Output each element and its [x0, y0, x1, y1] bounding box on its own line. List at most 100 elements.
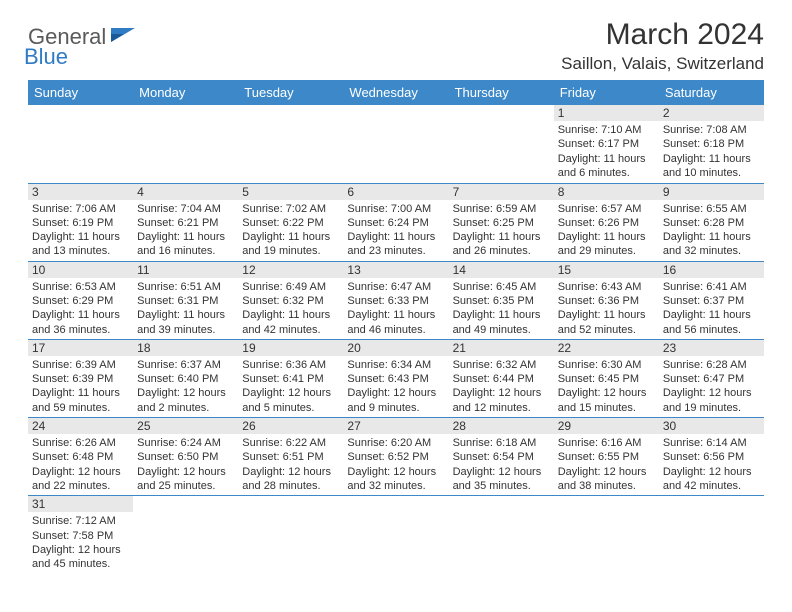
sunrise-text: Sunrise: 7:12 AM — [32, 514, 129, 528]
page-header: General March 2024 Saillon, Valais, Swit… — [28, 18, 764, 74]
sunset-text: Sunset: 6:50 PM — [137, 450, 234, 464]
sunset-text: Sunset: 6:21 PM — [137, 216, 234, 230]
day-details: Sunrise: 6:34 AMSunset: 6:43 PMDaylight:… — [343, 356, 448, 417]
calendar-week-row: 3Sunrise: 7:06 AMSunset: 6:19 PMDaylight… — [28, 183, 764, 261]
day-number: 23 — [659, 340, 764, 356]
calendar-day-cell: 5Sunrise: 7:02 AMSunset: 6:22 PMDaylight… — [238, 183, 343, 261]
day-details: Sunrise: 6:20 AMSunset: 6:52 PMDaylight:… — [343, 434, 448, 495]
calendar-day-cell — [133, 105, 238, 183]
day-details: Sunrise: 6:57 AMSunset: 6:26 PMDaylight:… — [554, 200, 659, 261]
calendar-day-cell — [133, 496, 238, 574]
sunrise-text: Sunrise: 6:53 AM — [32, 280, 129, 294]
daylight-text: Daylight: 12 hours and 28 minutes. — [242, 465, 339, 494]
sunrise-text: Sunrise: 7:06 AM — [32, 202, 129, 216]
weekday-sunday: Sunday — [28, 80, 133, 105]
daylight-text: Daylight: 11 hours and 6 minutes. — [558, 152, 655, 181]
day-number: 10 — [28, 262, 133, 278]
sunset-text: Sunset: 6:45 PM — [558, 372, 655, 386]
day-number: 20 — [343, 340, 448, 356]
sunrise-text: Sunrise: 7:08 AM — [663, 123, 760, 137]
sunset-text: Sunset: 6:18 PM — [663, 137, 760, 151]
daylight-text: Daylight: 11 hours and 56 minutes. — [663, 308, 760, 337]
calendar-day-cell: 26Sunrise: 6:22 AMSunset: 6:51 PMDayligh… — [238, 418, 343, 496]
sunrise-text: Sunrise: 6:30 AM — [558, 358, 655, 372]
sunrise-text: Sunrise: 6:57 AM — [558, 202, 655, 216]
day-number: 15 — [554, 262, 659, 278]
sunset-text: Sunset: 6:55 PM — [558, 450, 655, 464]
sunset-text: Sunset: 6:32 PM — [242, 294, 339, 308]
sunrise-text: Sunrise: 6:28 AM — [663, 358, 760, 372]
day-number: 8 — [554, 184, 659, 200]
day-details: Sunrise: 6:51 AMSunset: 6:31 PMDaylight:… — [133, 278, 238, 339]
calendar-page: General March 2024 Saillon, Valais, Swit… — [0, 0, 792, 574]
day-number: 19 — [238, 340, 343, 356]
day-details: Sunrise: 6:14 AMSunset: 6:56 PMDaylight:… — [659, 434, 764, 495]
weekday-monday: Monday — [133, 80, 238, 105]
calendar-day-cell — [659, 496, 764, 574]
day-number: 9 — [659, 184, 764, 200]
day-number: 31 — [28, 496, 133, 512]
sunrise-text: Sunrise: 6:51 AM — [137, 280, 234, 294]
day-number: 29 — [554, 418, 659, 434]
day-details: Sunrise: 6:55 AMSunset: 6:28 PMDaylight:… — [659, 200, 764, 261]
calendar-day-cell: 30Sunrise: 6:14 AMSunset: 6:56 PMDayligh… — [659, 418, 764, 496]
day-details: Sunrise: 7:10 AMSunset: 6:17 PMDaylight:… — [554, 121, 659, 182]
day-number: 18 — [133, 340, 238, 356]
daylight-text: Daylight: 12 hours and 9 minutes. — [347, 386, 444, 415]
calendar-day-cell: 17Sunrise: 6:39 AMSunset: 6:39 PMDayligh… — [28, 339, 133, 417]
calendar-day-cell: 22Sunrise: 6:30 AMSunset: 6:45 PMDayligh… — [554, 339, 659, 417]
calendar-day-cell — [28, 105, 133, 183]
day-number: 21 — [449, 340, 554, 356]
day-details: Sunrise: 7:06 AMSunset: 6:19 PMDaylight:… — [28, 200, 133, 261]
daylight-text: Daylight: 11 hours and 13 minutes. — [32, 230, 129, 259]
calendar-week-row: 1Sunrise: 7:10 AMSunset: 6:17 PMDaylight… — [28, 105, 764, 183]
daylight-text: Daylight: 11 hours and 19 minutes. — [242, 230, 339, 259]
sunset-text: Sunset: 6:44 PM — [453, 372, 550, 386]
calendar-day-cell: 13Sunrise: 6:47 AMSunset: 6:33 PMDayligh… — [343, 261, 448, 339]
sunrise-text: Sunrise: 7:02 AM — [242, 202, 339, 216]
sunrise-text: Sunrise: 6:41 AM — [663, 280, 760, 294]
daylight-text: Daylight: 12 hours and 45 minutes. — [32, 543, 129, 572]
day-number: 1 — [554, 105, 659, 121]
sunset-text: Sunset: 6:48 PM — [32, 450, 129, 464]
sunrise-text: Sunrise: 6:37 AM — [137, 358, 234, 372]
daylight-text: Daylight: 11 hours and 26 minutes. — [453, 230, 550, 259]
calendar-day-cell: 8Sunrise: 6:57 AMSunset: 6:26 PMDaylight… — [554, 183, 659, 261]
sunrise-text: Sunrise: 6:39 AM — [32, 358, 129, 372]
daylight-text: Daylight: 11 hours and 52 minutes. — [558, 308, 655, 337]
calendar-day-cell: 14Sunrise: 6:45 AMSunset: 6:35 PMDayligh… — [449, 261, 554, 339]
sunset-text: Sunset: 6:26 PM — [558, 216, 655, 230]
weekday-saturday: Saturday — [659, 80, 764, 105]
sunset-text: Sunset: 6:54 PM — [453, 450, 550, 464]
daylight-text: Daylight: 12 hours and 15 minutes. — [558, 386, 655, 415]
calendar-day-cell: 16Sunrise: 6:41 AMSunset: 6:37 PMDayligh… — [659, 261, 764, 339]
day-number: 7 — [449, 184, 554, 200]
day-number: 11 — [133, 262, 238, 278]
weekday-friday: Friday — [554, 80, 659, 105]
sunrise-text: Sunrise: 6:14 AM — [663, 436, 760, 450]
day-number: 24 — [28, 418, 133, 434]
sunset-text: Sunset: 6:28 PM — [663, 216, 760, 230]
daylight-text: Daylight: 12 hours and 19 minutes. — [663, 386, 760, 415]
sunrise-text: Sunrise: 6:18 AM — [453, 436, 550, 450]
month-title: March 2024 — [561, 18, 764, 52]
sunset-text: Sunset: 6:25 PM — [453, 216, 550, 230]
logo-text-blue: Blue — [24, 44, 68, 69]
day-details: Sunrise: 6:24 AMSunset: 6:50 PMDaylight:… — [133, 434, 238, 495]
sunset-text: Sunset: 6:19 PM — [32, 216, 129, 230]
sunset-text: Sunset: 6:33 PM — [347, 294, 444, 308]
day-number: 12 — [238, 262, 343, 278]
day-number: 17 — [28, 340, 133, 356]
daylight-text: Daylight: 12 hours and 35 minutes. — [453, 465, 550, 494]
weekday-thursday: Thursday — [449, 80, 554, 105]
sunrise-text: Sunrise: 6:55 AM — [663, 202, 760, 216]
day-details: Sunrise: 6:28 AMSunset: 6:47 PMDaylight:… — [659, 356, 764, 417]
calendar-day-cell: 2Sunrise: 7:08 AMSunset: 6:18 PMDaylight… — [659, 105, 764, 183]
calendar-day-cell: 25Sunrise: 6:24 AMSunset: 6:50 PMDayligh… — [133, 418, 238, 496]
daylight-text: Daylight: 11 hours and 10 minutes. — [663, 152, 760, 181]
sunset-text: Sunset: 6:31 PM — [137, 294, 234, 308]
sunset-text: Sunset: 6:41 PM — [242, 372, 339, 386]
sunrise-text: Sunrise: 6:59 AM — [453, 202, 550, 216]
calendar-day-cell — [238, 105, 343, 183]
daylight-text: Daylight: 11 hours and 29 minutes. — [558, 230, 655, 259]
